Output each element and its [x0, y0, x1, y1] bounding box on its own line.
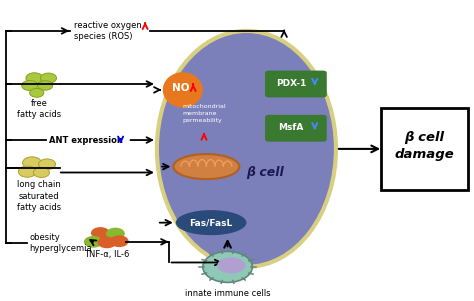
- Text: reactive oxygen
species (ROS): reactive oxygen species (ROS): [74, 21, 142, 41]
- Circle shape: [38, 159, 55, 169]
- Circle shape: [37, 81, 53, 90]
- Ellipse shape: [157, 31, 336, 267]
- Circle shape: [91, 227, 110, 239]
- FancyBboxPatch shape: [381, 107, 468, 190]
- Text: ANT expression: ANT expression: [48, 135, 122, 144]
- Circle shape: [34, 167, 49, 178]
- Ellipse shape: [173, 154, 239, 179]
- FancyBboxPatch shape: [265, 115, 327, 142]
- Circle shape: [22, 80, 37, 91]
- Text: obesity
hyperglycemia: obesity hyperglycemia: [30, 233, 92, 253]
- Text: Fas/FasL: Fas/FasL: [190, 218, 233, 227]
- Text: TNF-α, IL-6: TNF-α, IL-6: [84, 250, 129, 259]
- Circle shape: [110, 235, 128, 247]
- Text: NO: NO: [172, 83, 190, 93]
- Text: innate immune cells: innate immune cells: [185, 289, 270, 298]
- Circle shape: [98, 237, 117, 248]
- Circle shape: [26, 73, 43, 83]
- Circle shape: [106, 228, 125, 240]
- Text: free
fatty acids: free fatty acids: [17, 99, 61, 119]
- Ellipse shape: [217, 257, 246, 274]
- Text: β cell: β cell: [246, 166, 284, 179]
- Ellipse shape: [203, 251, 252, 282]
- Ellipse shape: [176, 210, 246, 235]
- Circle shape: [30, 88, 44, 97]
- Text: PDX-1: PDX-1: [276, 79, 306, 88]
- Ellipse shape: [163, 72, 203, 107]
- Text: MsfA: MsfA: [279, 123, 304, 132]
- Text: long chain
saturated
fatty acids: long chain saturated fatty acids: [17, 181, 61, 212]
- Circle shape: [84, 236, 103, 248]
- Circle shape: [40, 73, 56, 83]
- Text: mitochondrial
membrane
permeability: mitochondrial membrane permeability: [183, 104, 227, 123]
- FancyBboxPatch shape: [265, 70, 327, 98]
- Circle shape: [18, 166, 36, 177]
- Circle shape: [23, 157, 41, 169]
- Text: β cell
damage: β cell damage: [394, 131, 454, 161]
